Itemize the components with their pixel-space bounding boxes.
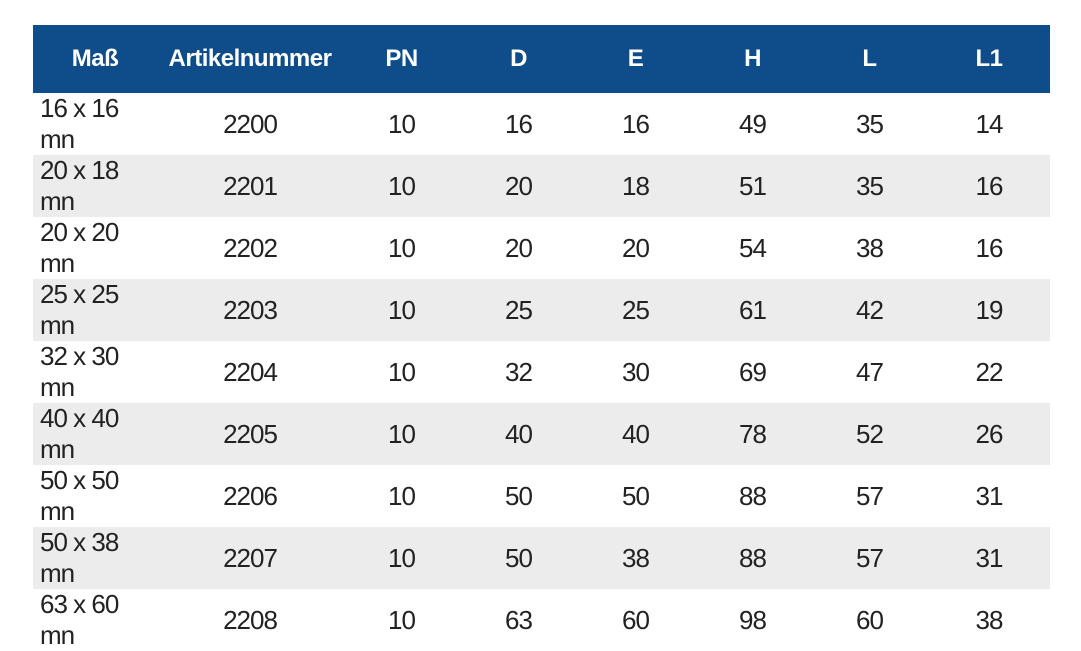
table-cell: 25 [577, 279, 694, 341]
table-cell: 38 [577, 527, 694, 589]
table-cell: 2202 [223, 232, 278, 263]
column-header: L [811, 25, 928, 93]
table-cell: 63 [505, 604, 533, 635]
table-cell: 50 [460, 527, 577, 589]
column-header: Artikelnummer [157, 25, 343, 93]
table-cell: 2203 [157, 279, 343, 341]
table-cell: 38 [975, 604, 1004, 635]
table-cell: 78 [694, 403, 811, 465]
table-cell: 52 [811, 403, 928, 465]
table-cell: 98 [739, 604, 767, 635]
table-cell: 2205 [157, 403, 343, 465]
table-cell: 10 [343, 279, 460, 341]
table-cell: 50 [505, 480, 533, 511]
table-cell: 88 [694, 527, 811, 589]
header-row: Maß Artikelnummer PN D E H L L1 [33, 25, 1050, 93]
table-cell: 18 [577, 155, 694, 217]
column-header: D [460, 25, 577, 93]
table-cell: 20 [622, 232, 650, 263]
column-header: H [694, 25, 811, 93]
table-cell: 35 [811, 155, 928, 217]
table-cell: 2204 [223, 356, 278, 387]
table-cell: 25 x 25 mn [33, 279, 157, 341]
table-row: 20 x 20 mn 2202 10 20 20 54 38 16 [33, 217, 1050, 279]
table-cell: 69 [739, 356, 767, 387]
table-cell: 54 [739, 232, 767, 263]
data-table: Maß Artikelnummer PN D E H L L1 16 x 16 mn 2200 1… [33, 25, 1050, 651]
table-cell: 10 [388, 356, 416, 387]
column-header: Maß [33, 25, 157, 93]
table-cell: 38 [856, 232, 884, 263]
table-cell: 60 [856, 604, 884, 635]
table-cell: 20 x 18 mn [33, 155, 157, 217]
column-header: L1 [928, 25, 1050, 93]
table-cell: 61 [694, 279, 811, 341]
table-cell: 16 x 16 mn [40, 93, 119, 154]
table-row: 20 x 18 mn 2201 10 20 18 51 35 16 [33, 155, 1050, 217]
table-cell: 10 [388, 604, 416, 635]
column-header: PN [343, 25, 460, 93]
table-row: 25 x 25 mn 2203 10 25 25 61 42 19 [33, 279, 1050, 341]
table-row: 16 x 16 mn 2200 10 16 16 49 35 14 [33, 93, 1050, 155]
table-row: 32 x 30 mn 2204 10 32 30 69 47 22 [33, 341, 1050, 403]
table-cell: 16 [622, 108, 650, 139]
table-cell: 16 [505, 108, 533, 139]
table-cell: 20 [505, 232, 533, 263]
table-cell: 14 [975, 108, 1004, 139]
table-cell: 50 x 50 mn [40, 465, 119, 526]
table-cell: 10 [388, 480, 416, 511]
table-cell: 42 [811, 279, 928, 341]
table-cell: 35 [856, 108, 884, 139]
table-cell: 57 [856, 480, 884, 511]
table-cell: 60 [622, 604, 650, 635]
table-cell: 50 x 38 mn [33, 527, 157, 589]
table-cell: 32 [505, 356, 533, 387]
table-cell: 47 [856, 356, 884, 387]
table-cell: 50 [622, 480, 650, 511]
table-cell: 30 [622, 356, 650, 387]
table-row: 40 x 40 mn 2205 10 40 40 78 52 26 [33, 403, 1050, 465]
table-cell: 25 [460, 279, 577, 341]
table-cell: 19 [928, 279, 1050, 341]
table-cell: 49 [739, 108, 767, 139]
table-cell: 10 [343, 155, 460, 217]
table-cell: 20 x 20 mn [40, 217, 119, 278]
table-cell: 32 x 30 mn [40, 341, 119, 402]
table-cell: 2200 [223, 108, 278, 139]
table-cell: 40 [577, 403, 694, 465]
table-cell: 88 [739, 480, 767, 511]
table-cell: 10 [388, 108, 416, 139]
table-cell: 2208 [223, 604, 278, 635]
table-row: 63 x 60 mn 2208 10 63 60 98 60 38 [33, 589, 1050, 651]
table-cell: 40 x 40 mn [33, 403, 157, 465]
table-cell: 26 [928, 403, 1050, 465]
table-cell: 10 [343, 403, 460, 465]
table-cell: 51 [694, 155, 811, 217]
table-cell: 31 [975, 480, 1004, 511]
table-cell: 2207 [157, 527, 343, 589]
table-cell: 20 [460, 155, 577, 217]
table-cell: 16 [975, 232, 1004, 263]
table-cell: 2201 [157, 155, 343, 217]
table-cell: 31 [928, 527, 1050, 589]
table-cell: 22 [975, 356, 1004, 387]
table-cell: 57 [811, 527, 928, 589]
table-body: 16 x 16 mn 2200 10 16 16 49 35 14 20 x 18 mn 2201… [33, 93, 1050, 651]
table-cell: 10 [343, 527, 460, 589]
table-row: 50 x 50 mn 2206 10 50 50 88 57 31 [33, 465, 1050, 527]
table-row: 50 x 38 mn 2207 10 50 38 88 57 31 [33, 527, 1050, 589]
table-cell: 16 [928, 155, 1050, 217]
table-header: Maß Artikelnummer PN D E H L L1 [33, 25, 1050, 93]
table-cell: 10 [388, 232, 416, 263]
table-cell: 2206 [223, 480, 278, 511]
table-cell: 63 x 60 mn [40, 589, 119, 650]
table-cell: 40 [460, 403, 577, 465]
column-header: E [577, 25, 694, 93]
